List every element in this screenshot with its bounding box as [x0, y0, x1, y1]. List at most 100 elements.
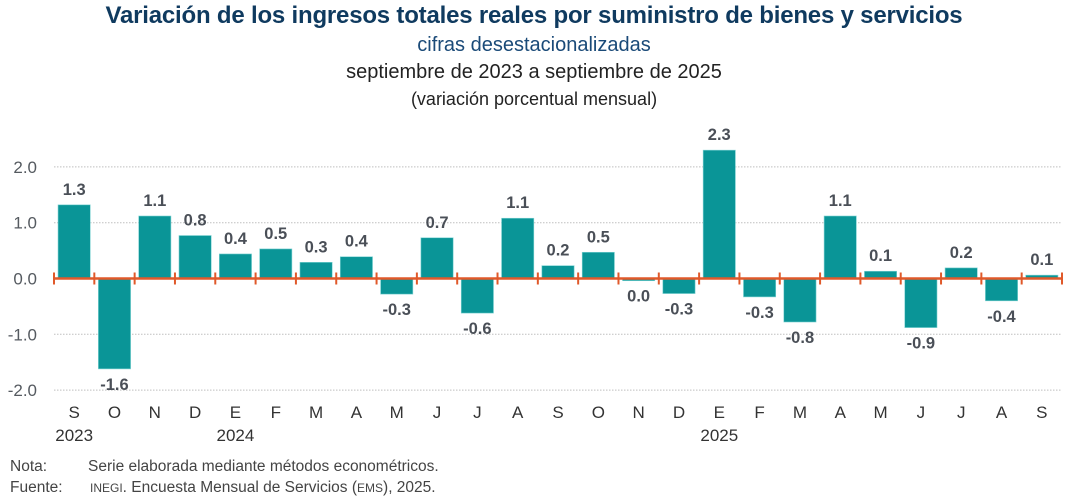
data-label: 0.2 — [547, 242, 570, 260]
data-label: -0.9 — [907, 335, 935, 353]
source-line: Fuente: INEGI. Encuesta Mensual de Servic… — [10, 477, 439, 499]
x-tick-label: M — [390, 403, 404, 422]
footnotes: Nota: Serie elaborada mediante métodos ec… — [10, 456, 439, 499]
data-label: 0.0 — [627, 288, 650, 306]
bar — [259, 248, 293, 279]
data-label: -0.8 — [786, 329, 814, 347]
note-line: Nota: Serie elaborada mediante métodos ec… — [10, 456, 439, 477]
x-tick-label: M — [873, 403, 887, 422]
x-tick-label: M — [793, 403, 807, 422]
x-tick-label: J — [433, 403, 442, 422]
bar — [299, 262, 333, 279]
data-label: 0.5 — [587, 228, 610, 246]
bar — [944, 267, 978, 279]
bar — [138, 215, 172, 279]
bar — [339, 256, 373, 279]
x-tick-label: S — [552, 403, 563, 422]
data-label: 1.1 — [506, 194, 529, 212]
x-tick-label: N — [149, 403, 161, 422]
bar — [541, 265, 575, 279]
note-text: Serie elaborada mediante métodos economé… — [88, 458, 439, 475]
bar — [501, 217, 535, 279]
year-label: 2023 — [55, 426, 93, 445]
data-label: -0.4 — [987, 308, 1016, 326]
x-tick-label: J — [917, 403, 926, 422]
y-tick-label: 2.0 — [13, 158, 37, 177]
note-label: Nota: — [10, 458, 48, 475]
bar — [57, 204, 91, 279]
year-label: 2025 — [700, 426, 738, 445]
data-label: 0.7 — [426, 214, 449, 232]
x-tick-label: A — [351, 403, 363, 422]
bar — [178, 235, 212, 279]
data-label: 1.3 — [63, 181, 86, 199]
y-tick-label: 0.0 — [13, 270, 37, 289]
gridlines — [54, 166, 1062, 391]
data-label: 0.4 — [224, 230, 248, 248]
x-tick-label: F — [754, 403, 764, 422]
x-tick-label: J — [957, 403, 966, 422]
x-tick-label: D — [673, 403, 685, 422]
year-label: 2024 — [217, 426, 255, 445]
data-label: 0.8 — [184, 212, 207, 230]
x-tick-label: D — [189, 403, 201, 422]
x-tick-label: N — [632, 403, 644, 422]
source-text-2: ), 2025. — [383, 479, 436, 496]
x-tick-label: E — [714, 403, 725, 422]
bar — [783, 278, 817, 323]
bar — [702, 149, 736, 279]
data-label: 0.1 — [869, 247, 892, 265]
data-label: 2.3 — [708, 126, 731, 144]
bar — [743, 278, 777, 298]
data-label: -0.3 — [665, 301, 693, 319]
bar — [380, 278, 414, 295]
data-label: 1.1 — [829, 192, 852, 210]
x-tick-label: A — [996, 403, 1008, 422]
bar — [985, 278, 1018, 302]
data-label: 1.1 — [143, 192, 166, 210]
bar — [904, 278, 938, 328]
source-text-1: . Encuesta Mensual de Servicios ( — [122, 479, 358, 496]
source-org: INEGI — [90, 481, 123, 495]
x-tick-label: M — [309, 403, 323, 422]
chart-unit: (variación porcentual mensual) — [410, 89, 658, 109]
data-label: -1.6 — [100, 376, 128, 394]
chart-title: Variación de los ingresos totales reales… — [105, 2, 963, 29]
x-tick-label: J — [473, 403, 482, 422]
data-label: 0.3 — [305, 238, 328, 256]
x-tick-label: O — [592, 403, 605, 422]
bar — [219, 253, 252, 279]
bar — [581, 251, 615, 279]
x-tick-label: E — [230, 403, 241, 422]
data-label: 0.1 — [1030, 251, 1053, 269]
y-tick-label: 1.0 — [13, 214, 37, 233]
bar — [98, 278, 131, 370]
bar — [460, 278, 494, 314]
x-axis-labels: S O N D E F M A M J J A S O N D E F M A M J J A S 2023 2024 2025 — [55, 403, 1047, 445]
data-label: 0.2 — [950, 244, 973, 262]
data-label: -0.3 — [745, 304, 773, 322]
x-tick-label: F — [271, 403, 281, 422]
x-tick-label: A — [512, 403, 524, 422]
x-tick-label: O — [108, 403, 121, 422]
bar — [662, 278, 696, 294]
bar — [823, 215, 857, 279]
x-tick-label: S — [68, 403, 79, 422]
chart-subtitle: cifras desestacionalizadas — [417, 34, 651, 56]
zero-axis — [53, 272, 1063, 285]
source-label: Fuente: — [10, 479, 63, 496]
source-abbr: EMS — [357, 481, 384, 495]
data-labels: 1.3 -1.6 1.1 0.8 0.4 0.5 0.3 0.4 -0.3 0.7 -0.6 1.1 0… — [63, 126, 1054, 394]
x-tick-label: S — [1036, 403, 1047, 422]
y-tick-label: -2.0 — [8, 381, 37, 400]
y-tick-label: -1.0 — [8, 325, 37, 344]
bar — [420, 237, 454, 279]
data-label: 0.4 — [345, 233, 369, 251]
data-label: 0.5 — [264, 225, 287, 243]
data-label: -0.6 — [463, 320, 491, 338]
bars — [57, 149, 1059, 370]
y-axis-ticks: 2.0 1.0 0.0 -1.0 -2.0 — [8, 158, 37, 400]
chart-period: septiembre de 2023 a septiembre de 2025 — [346, 61, 722, 83]
data-label: -0.3 — [383, 301, 411, 319]
